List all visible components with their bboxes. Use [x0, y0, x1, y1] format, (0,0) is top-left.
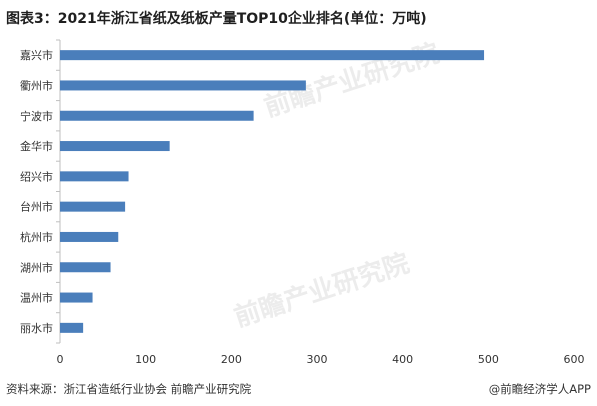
x-tick-label: 100 [135, 353, 156, 366]
bar [60, 50, 485, 61]
bar [60, 110, 254, 121]
category-label: 绍兴市 [20, 169, 53, 183]
x-tick-label: 600 [564, 353, 585, 366]
category-label: 衢州市 [20, 78, 53, 92]
bar [60, 231, 119, 242]
credit-note: @前瞻经济学人APP [488, 382, 591, 396]
x-tick-label: 0 [57, 353, 64, 366]
bar [60, 171, 129, 182]
category-label: 温州市 [20, 291, 53, 305]
chart-title: 图表3：2021年浙江省纸及纸板产量TOP10企业排名(单位：万吨) [6, 11, 427, 27]
category-label: 台州市 [20, 200, 53, 214]
x-tick-label: 400 [392, 353, 413, 366]
bar [60, 292, 93, 303]
bar [60, 141, 170, 152]
bar [60, 201, 126, 212]
x-tick-label: 300 [307, 353, 328, 366]
category-label: 宁波市 [20, 109, 53, 123]
category-label: 杭州市 [20, 230, 53, 244]
source-note: 资料来源：浙江省造纸行业协会 前瞻产业研究院 [6, 382, 252, 396]
category-label: 金华市 [20, 139, 53, 153]
bar [60, 80, 306, 91]
category-label: 丽水市 [20, 321, 53, 335]
category-label: 湖州市 [20, 260, 53, 274]
category-label: 嘉兴市 [20, 48, 53, 62]
x-tick-label: 500 [478, 353, 499, 366]
bar [60, 262, 111, 273]
bar [60, 322, 84, 333]
x-tick-label: 200 [221, 353, 242, 366]
